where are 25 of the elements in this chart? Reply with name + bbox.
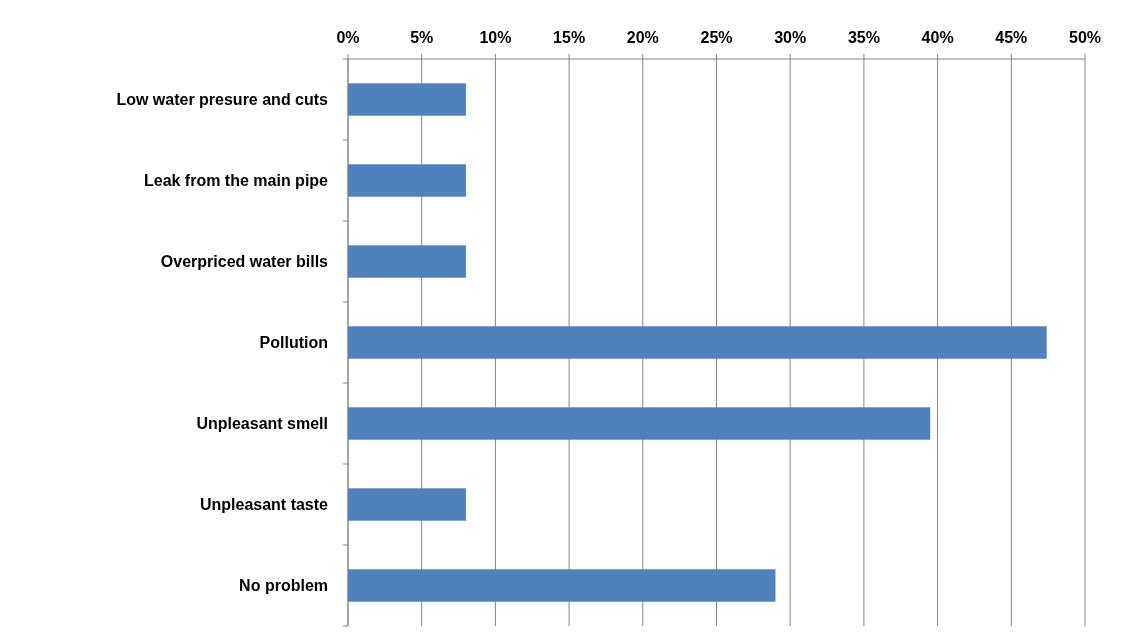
x-tick-label: 50% bbox=[1068, 29, 1102, 46]
x-tick-label: 45% bbox=[995, 29, 1028, 46]
x-tick-label: 40% bbox=[921, 29, 954, 46]
x-tick-label: 25% bbox=[700, 29, 733, 46]
y-tick-label: Unpleasant taste bbox=[199, 496, 329, 514]
y-tick-label: Low water presure and cuts bbox=[116, 91, 329, 109]
y-tick-label: Overpriced water bills bbox=[160, 253, 329, 271]
bar bbox=[348, 407, 931, 440]
y-tick-label: Unpleasant smell bbox=[196, 415, 328, 433]
x-tick-label: 5% bbox=[410, 29, 434, 46]
x-tick-label: 10% bbox=[479, 29, 512, 46]
bar bbox=[348, 326, 1047, 359]
x-tick-label: 30% bbox=[774, 29, 807, 46]
x-tick-label: 15% bbox=[553, 29, 586, 46]
x-tick-label: 0% bbox=[336, 29, 360, 46]
y-tick-label: Leak from the main pipe bbox=[143, 172, 329, 190]
bar bbox=[348, 569, 776, 602]
y-tick-label: Pollution bbox=[259, 334, 328, 352]
bar bbox=[348, 488, 466, 521]
x-tick-label: 20% bbox=[626, 29, 659, 46]
x-tick-label: 35% bbox=[847, 29, 880, 46]
bar bbox=[348, 245, 466, 278]
bar bbox=[348, 164, 466, 197]
bar bbox=[348, 83, 466, 116]
y-tick-label: No problem bbox=[239, 577, 328, 595]
